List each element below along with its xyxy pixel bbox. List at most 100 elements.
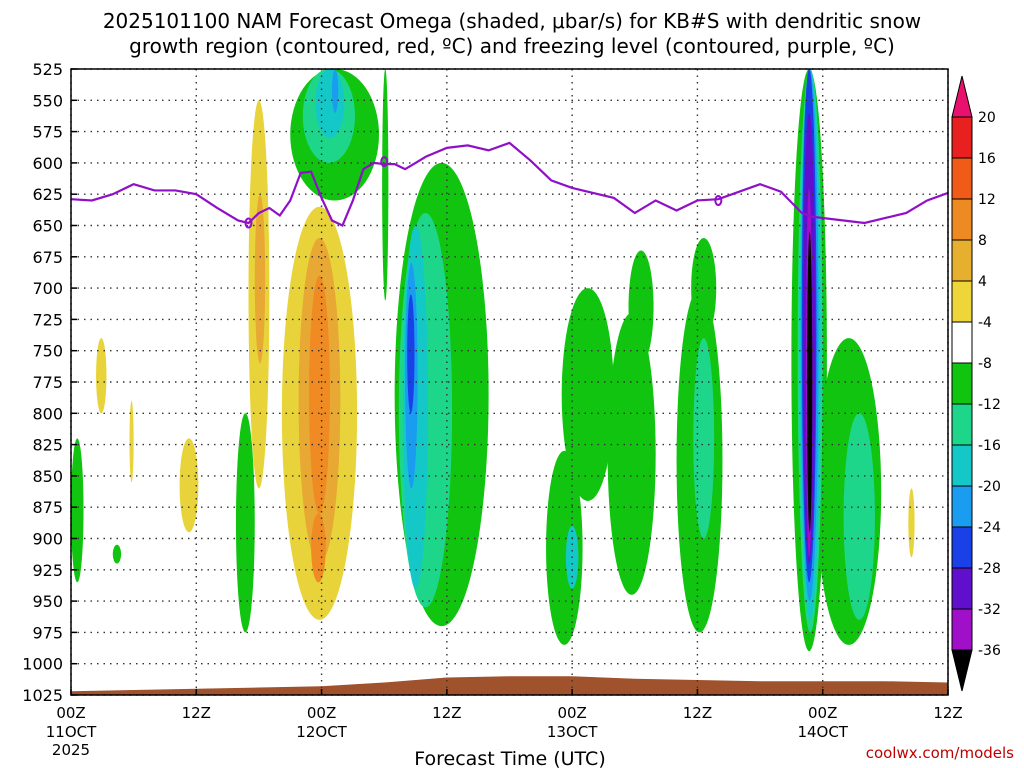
- x-tick-year: 2025: [52, 741, 90, 759]
- colorbar-label: 20: [978, 110, 996, 126]
- omega-region-8: [96, 338, 107, 414]
- colorbar-segment: [951, 485, 973, 528]
- colorbar-segment: [951, 362, 973, 405]
- y-tick-label: 825: [32, 436, 63, 455]
- colorbar-segment: [951, 526, 973, 569]
- x-tick-label: 12Z: [432, 704, 461, 722]
- omega-region-8: [908, 488, 915, 558]
- colorbar-label: -20: [978, 479, 1001, 495]
- y-tick-label: 675: [32, 248, 63, 267]
- omega-region--8: [71, 438, 84, 583]
- omega-region--12: [843, 413, 875, 620]
- y-tick-label: 775: [32, 373, 63, 392]
- omega-region--20: [332, 69, 339, 113]
- colorbar-segment: [951, 116, 973, 159]
- y-tick-label: 1025: [22, 686, 63, 705]
- x-tick-label: 12Z: [933, 704, 962, 722]
- colorbar-label: 8: [978, 233, 987, 249]
- colorbar-label: -4: [978, 315, 992, 331]
- x-tick-label: 12Z: [683, 704, 712, 722]
- colorbar-label: -12: [978, 397, 1001, 413]
- y-tick-label: 950: [32, 592, 63, 611]
- omega-region--8: [382, 69, 389, 301]
- axes: 525 550 575 600 625 650 675 700 725 750 775 800 825 8…: [22, 60, 962, 759]
- colorbar-label: -16: [978, 438, 1001, 454]
- omega-region--24: [407, 294, 415, 414]
- omega-region-12: [254, 194, 266, 364]
- colorbar-segment: [951, 608, 973, 651]
- y-tick-label: 1000: [22, 655, 63, 674]
- colorbar-segment: [951, 239, 973, 282]
- x-tick-label: 12Z: [182, 704, 211, 722]
- y-tick-label: 925: [32, 561, 63, 580]
- omega-region-8: [179, 438, 199, 533]
- terrain-layer: [71, 676, 948, 695]
- colorbar-segment: [951, 280, 973, 323]
- y-tick-label: 800: [32, 404, 63, 423]
- omega-region--8: [546, 450, 583, 645]
- x-tick-date: 11OCT: [46, 723, 97, 741]
- colorbar-label: 4: [978, 274, 987, 290]
- x-tick-date: 14OCT: [797, 723, 848, 741]
- y-tick-label: 575: [32, 123, 63, 142]
- y-tick-label: 725: [32, 310, 63, 329]
- colorbar: 20 16 12 8 4 -4 -8 -12 -16 -20 -24 -28 -32 -36: [951, 75, 1001, 692]
- colorbar-label: -28: [978, 561, 1001, 577]
- colorbar-label: -36: [978, 643, 1001, 659]
- colorbar-segment: [951, 321, 973, 364]
- colorbar-label: 16: [978, 151, 996, 167]
- omega-region--8: [691, 238, 717, 339]
- omega-region--8: [561, 288, 614, 501]
- omega-region--16: [315, 69, 345, 138]
- colorbar-top-arrow: [951, 75, 973, 118]
- omega-region--12: [693, 338, 715, 539]
- colorbar-label: 12: [978, 192, 996, 208]
- omega-region-8: [129, 400, 134, 483]
- omega-region--8: [607, 313, 656, 595]
- omega-region-16: [309, 275, 330, 514]
- y-tick-label: 600: [32, 154, 63, 173]
- colorbar-label: -8: [978, 356, 992, 372]
- freezing-level-label-marker: [244, 217, 253, 229]
- colorbar-segment: [951, 444, 973, 487]
- y-tick-label: 550: [32, 91, 63, 110]
- omega-region--8: [235, 413, 255, 633]
- credit-text: coolwx.com/models: [866, 744, 1014, 762]
- x-tick-label: 00Z: [557, 704, 586, 722]
- freezing-level-label-marker: [714, 194, 723, 206]
- chart-title-line1: 2025101100 NAM Forecast Omega (shaded, μ…: [103, 9, 921, 33]
- x-tick-label: 00Z: [808, 704, 837, 722]
- x-tick-label: 00Z: [307, 704, 336, 722]
- x-tick-date: 12OCT: [296, 723, 347, 741]
- colorbar-segment: [951, 567, 973, 610]
- y-tick-label: 900: [32, 530, 63, 549]
- omega-region--8: [628, 250, 654, 364]
- y-tick-label: 700: [32, 279, 63, 298]
- x-axis-label: Forecast Time (UTC): [414, 748, 605, 768]
- colorbar-segment: [951, 198, 973, 241]
- y-tick-label: 975: [32, 623, 63, 642]
- omega-shading: [71, 68, 915, 652]
- y-tick-label: 850: [32, 467, 63, 486]
- omega-region--36: [807, 231, 813, 533]
- y-tick-label: 875: [32, 498, 63, 517]
- colorbar-segment: [951, 403, 973, 446]
- omega-region-16: [311, 513, 326, 583]
- colorbar-bottom-arrow: [951, 649, 973, 692]
- freezing-level-label-marker: [380, 156, 389, 168]
- y-tick-label: 525: [32, 60, 63, 79]
- x-tick-label: 00Z: [56, 704, 85, 722]
- y-tick-label: 750: [32, 342, 63, 361]
- y-tick-label: 625: [32, 185, 63, 204]
- freezing-level-line: [70, 141, 949, 227]
- omega-region--8: [112, 544, 122, 564]
- freezing-level-contour: [70, 141, 949, 229]
- chart-title-line2: growth region (contoured, red, ºC) and f…: [129, 34, 895, 58]
- colorbar-segment: [951, 157, 973, 200]
- colorbar-label: -32: [978, 602, 1001, 618]
- colorbar-label: -24: [978, 520, 1001, 536]
- y-tick-label: 650: [32, 217, 63, 236]
- x-tick-date: 13OCT: [547, 723, 598, 741]
- terrain-surface: [71, 676, 948, 695]
